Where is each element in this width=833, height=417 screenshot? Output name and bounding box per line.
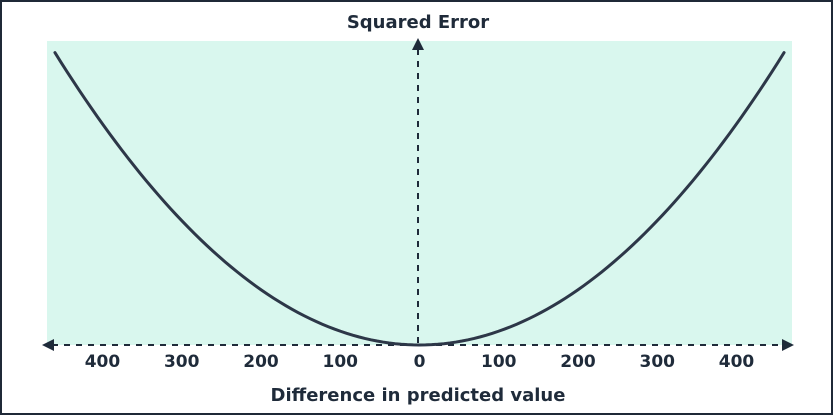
squared-error-curve (53, 51, 786, 347)
chart-title: Squared Error (347, 12, 489, 33)
x-tick-label: 0 (414, 352, 426, 372)
x-tick-label: 300 (164, 352, 200, 372)
x-tick-label: 300 (640, 352, 676, 372)
x-tick-label: 200 (560, 352, 596, 372)
plot-background (47, 41, 792, 345)
x-tick-label: 100 (322, 352, 358, 372)
x-axis-label: Difference in predicted value (271, 385, 566, 406)
x-axis-right-arrow (782, 339, 794, 351)
y-axis-up-arrow (412, 38, 424, 50)
x-axis-left-arrow (42, 339, 54, 351)
x-tick-label: 400 (85, 352, 121, 372)
x-tick-label: 100 (481, 352, 517, 372)
axes-group (42, 38, 794, 351)
x-tick-label: 200 (243, 352, 279, 372)
x-tick-label: 400 (719, 352, 755, 372)
x-tick-labels: 400 300 200 100 0 100 200 300 400 (85, 352, 755, 372)
